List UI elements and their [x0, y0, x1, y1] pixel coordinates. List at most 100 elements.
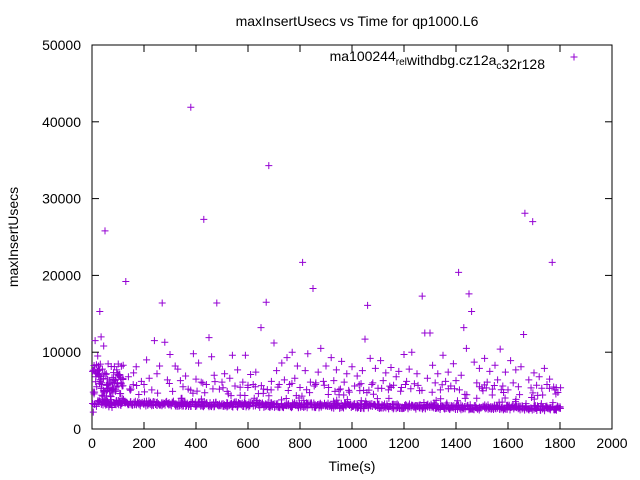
data-point: [288, 348, 296, 356]
data-point: [529, 389, 537, 397]
data-point: [91, 388, 99, 396]
data-point: [392, 373, 400, 381]
data-point: [309, 284, 317, 292]
data-point: [408, 348, 416, 356]
data-point: [481, 354, 489, 362]
data-point: [254, 390, 262, 398]
data-point: [460, 324, 468, 332]
data-point: [416, 387, 424, 395]
data-point: [447, 382, 455, 390]
data-point: [231, 382, 239, 390]
data-point: [94, 367, 102, 375]
data-point: [546, 375, 554, 383]
data-point: [195, 359, 203, 367]
data-point: [98, 380, 106, 388]
data-point: [112, 375, 120, 383]
data-point: [200, 215, 208, 223]
data-point: [98, 391, 106, 399]
data-point: [176, 377, 184, 385]
data-point: [239, 378, 247, 386]
data-point: [343, 370, 351, 378]
data-point: [227, 392, 235, 400]
data-point: [106, 379, 114, 387]
data-point: [340, 378, 348, 386]
data-point: [437, 395, 445, 403]
data-point: [100, 396, 108, 404]
data-point: [312, 380, 320, 388]
y-tick-label: 40000: [42, 114, 81, 130]
data-point: [455, 386, 463, 394]
data-point: [102, 370, 110, 378]
data-point: [369, 379, 377, 387]
data-point: [451, 385, 459, 393]
data-point: [330, 377, 338, 385]
data-point: [101, 227, 109, 235]
data-point: [475, 364, 483, 372]
data-point: [414, 381, 422, 389]
data-point: [355, 381, 363, 389]
data-point: [336, 385, 344, 393]
data-point: [211, 378, 219, 386]
data-point: [449, 360, 457, 368]
data-point: [548, 258, 556, 266]
data-point: [501, 394, 509, 402]
data-point: [540, 364, 548, 372]
data-point: [132, 363, 140, 371]
data-point: [197, 378, 205, 386]
data-point: [500, 388, 508, 396]
data-point: [432, 396, 440, 404]
data-point: [319, 377, 327, 385]
data-point: [501, 368, 509, 376]
x-tick-label: 0: [88, 435, 96, 451]
data-point: [468, 307, 476, 315]
data-point: [283, 354, 291, 362]
data-point: [303, 386, 311, 394]
data-point: [97, 333, 105, 341]
data-point: [301, 367, 309, 375]
data-point: [90, 400, 98, 408]
data-point: [267, 386, 275, 394]
data-point: [117, 401, 125, 409]
data-point: [403, 377, 411, 385]
x-tick-label: 1800: [544, 435, 575, 451]
x-tick-label: 1400: [440, 435, 471, 451]
data-point: [119, 376, 127, 384]
data-point: [551, 386, 559, 394]
data-point: [179, 383, 187, 391]
data-point: [236, 391, 244, 399]
data-point: [533, 381, 541, 389]
chart-title: maxInsertUsecs vs Time for qp1000.L6: [236, 13, 479, 29]
data-point: [205, 334, 213, 342]
data-point: [95, 371, 103, 379]
data-point: [462, 344, 470, 352]
data-point: [361, 335, 369, 343]
data-point: [322, 362, 330, 370]
data-point: [166, 351, 174, 359]
legend: ma100244relwithdbg.cz12ac32r128: [330, 48, 578, 72]
data-point: [219, 384, 227, 392]
series-points: [89, 103, 565, 416]
data-point: [94, 397, 102, 405]
data-point: [105, 384, 113, 392]
data-point: [249, 380, 257, 388]
data-point: [140, 380, 148, 388]
data-point: [226, 374, 234, 382]
data-point: [221, 370, 229, 378]
data-point: [298, 392, 306, 400]
data-point: [413, 370, 421, 378]
data-point: [444, 368, 452, 376]
data-point: [431, 379, 439, 387]
data-point: [236, 383, 244, 391]
y-tick-label: 0: [73, 421, 81, 437]
x-tick-label: 2000: [596, 435, 627, 451]
data-point: [499, 382, 507, 390]
data-point: [520, 331, 528, 339]
data-point: [150, 337, 158, 345]
data-point: [395, 367, 403, 375]
data-point: [384, 386, 392, 394]
data-point: [148, 386, 156, 394]
data-point: [153, 370, 161, 378]
data-point: [169, 387, 177, 395]
data-point: [512, 366, 520, 374]
data-point: [117, 390, 125, 398]
